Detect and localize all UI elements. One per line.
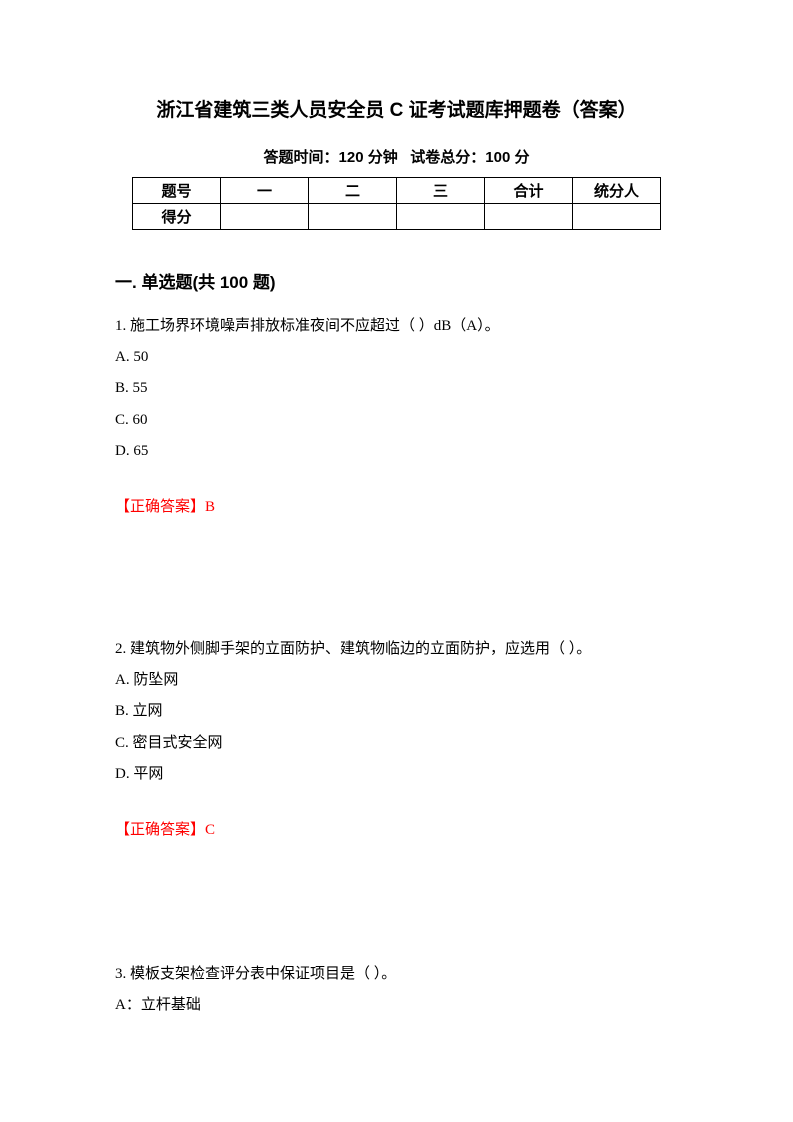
question-stem: 3. 模板支架检查评分表中保证项目是（ ）。 (115, 959, 678, 990)
score-value: 100 分 (485, 149, 529, 166)
spacer (115, 839, 678, 959)
answer-value: C (205, 822, 215, 838)
header-cell: 统分人 (573, 178, 661, 204)
question-option: C. 60 (115, 405, 678, 436)
table-row: 题号 一 二 三 合计 统分人 (133, 178, 661, 204)
score-label: 试卷总分： (410, 149, 485, 166)
score-label-cell: 得分 (133, 204, 221, 230)
question-option: A. 防坠网 (115, 665, 678, 696)
header-cell: 合计 (485, 178, 573, 204)
question-stem: 1. 施工场界环境噪声排放标准夜间不应超过（ ）dB（A）。 (115, 311, 678, 342)
question-option: B. 立网 (115, 696, 678, 727)
header-label-cell: 题号 (133, 178, 221, 204)
answer-value: B (205, 499, 215, 515)
score-cell (573, 204, 661, 230)
header-cell: 一 (221, 178, 309, 204)
header-cell: 二 (309, 178, 397, 204)
question-block: 2. 建筑物外侧脚手架的立面防护、建筑物临边的立面防护，应选用（ ）。 A. 防… (115, 634, 678, 839)
score-table: 题号 一 二 三 合计 统分人 得分 (132, 177, 661, 230)
question-option: A. 50 (115, 342, 678, 373)
spacer (115, 516, 678, 634)
question-option: C. 密目式安全网 (115, 728, 678, 759)
question-option: A：立杆基础 (115, 990, 678, 1021)
score-cell (485, 204, 573, 230)
question-option: B. 55 (115, 373, 678, 404)
answer-label: 【正确答案】 (115, 822, 205, 838)
answer-label: 【正确答案】 (115, 499, 205, 515)
answer-line: 【正确答案】B (115, 495, 678, 516)
time-label: 答题时间： (264, 149, 339, 166)
section-title: 一. 单选题(共 100 题) (115, 268, 678, 293)
score-cell (309, 204, 397, 230)
question-option: D. 65 (115, 436, 678, 467)
question-block: 3. 模板支架检查评分表中保证项目是（ ）。 A：立杆基础 (115, 959, 678, 1021)
table-row: 得分 (133, 204, 661, 230)
answer-line: 【正确答案】C (115, 818, 678, 839)
page-title: 浙江省建筑三类人员安全员 C 证考试题库押题卷（答案） (115, 95, 678, 122)
time-value: 120 分钟 (339, 149, 398, 166)
header-cell: 三 (397, 178, 485, 204)
score-cell (221, 204, 309, 230)
question-option: D. 平网 (115, 759, 678, 790)
exam-info: 答题时间：120 分钟 试卷总分：100 分 (115, 146, 678, 167)
question-stem: 2. 建筑物外侧脚手架的立面防护、建筑物临边的立面防护，应选用（ ）。 (115, 634, 678, 665)
question-block: 1. 施工场界环境噪声排放标准夜间不应超过（ ）dB（A）。 A. 50 B. … (115, 311, 678, 516)
score-cell (397, 204, 485, 230)
